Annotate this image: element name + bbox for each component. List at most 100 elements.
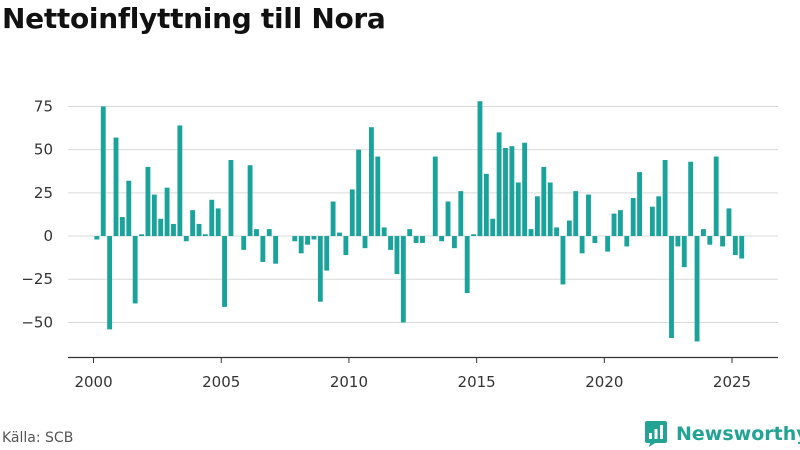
bar — [605, 236, 611, 252]
x-tick-label: 2025 — [713, 373, 751, 391]
bar — [400, 236, 406, 323]
x-tick-label: 2000 — [74, 373, 112, 391]
bar — [420, 236, 425, 243]
bar — [630, 198, 636, 237]
bar — [560, 236, 566, 285]
bar — [720, 236, 726, 247]
bar — [675, 236, 681, 247]
y-tick-label: 0 — [43, 227, 53, 245]
bar — [375, 156, 381, 237]
bar — [458, 191, 464, 237]
bar — [522, 142, 528, 237]
bar — [579, 236, 585, 254]
bar — [356, 149, 362, 237]
bar — [132, 236, 138, 304]
bar — [126, 180, 132, 237]
bar — [362, 236, 368, 249]
bar — [292, 236, 298, 242]
bar — [151, 194, 157, 237]
bar — [183, 236, 189, 242]
bar — [707, 236, 713, 245]
bar — [209, 199, 215, 237]
bar — [171, 223, 176, 237]
bar — [139, 234, 144, 237]
bar — [107, 236, 113, 330]
brand-name: Newsworthy — [676, 423, 800, 445]
bar — [547, 182, 553, 237]
bar — [388, 236, 393, 250]
bar — [490, 218, 496, 237]
bar — [324, 236, 330, 271]
bar — [483, 173, 489, 237]
bar — [202, 234, 208, 237]
bar — [528, 229, 534, 237]
bar — [381, 227, 387, 237]
bar — [732, 236, 738, 256]
bar — [394, 236, 400, 275]
y-tick-label: 75 — [34, 97, 53, 115]
bar — [637, 172, 643, 237]
bar — [330, 201, 336, 237]
bar — [247, 165, 253, 237]
bar — [554, 227, 559, 237]
x-tick-label: 2010 — [330, 373, 368, 391]
bar — [298, 236, 304, 254]
bar — [681, 236, 687, 268]
bar — [503, 147, 508, 237]
bar — [445, 201, 451, 237]
y-tick-label: 25 — [34, 184, 53, 202]
bar — [241, 236, 247, 250]
bar-chart: −50 −25 0 25 50 75 2000 2005 2010 2015 2020 2025 — [21, 97, 778, 391]
bar — [305, 236, 310, 245]
bar — [471, 234, 476, 237]
bar — [177, 125, 183, 237]
bar — [432, 156, 438, 237]
bar — [477, 101, 483, 237]
bar — [337, 232, 342, 237]
bar — [669, 236, 674, 338]
bar — [413, 236, 419, 243]
bar — [439, 236, 445, 242]
bar — [215, 208, 221, 237]
y-tick-label: 50 — [34, 141, 53, 159]
x-tick-label: 2015 — [458, 373, 496, 391]
bar — [311, 236, 317, 240]
bar — [158, 218, 164, 237]
bar — [509, 146, 515, 237]
bar — [662, 160, 668, 237]
bar — [196, 223, 202, 237]
bar — [222, 236, 227, 307]
bar — [464, 236, 470, 294]
bar — [349, 189, 355, 237]
bar — [317, 236, 323, 302]
x-tick-label: 2020 — [585, 373, 623, 391]
bar — [119, 217, 125, 237]
bar — [541, 166, 547, 237]
bar — [407, 229, 413, 237]
bar — [713, 156, 719, 237]
newsworthy-logo-icon — [645, 421, 667, 447]
bar — [515, 182, 521, 237]
chart-title: Nettoinflyttning till Nora — [2, 2, 386, 35]
y-tick-label: −50 — [21, 313, 53, 331]
newsworthy-brand[interactable]: Newsworthy — [644, 420, 800, 448]
bar — [164, 187, 170, 237]
bar — [566, 220, 572, 237]
bar — [739, 236, 745, 259]
bar — [649, 206, 655, 237]
bar — [451, 236, 457, 249]
bar — [94, 236, 100, 240]
x-axis: 2000 2005 2010 2015 2020 2025 — [68, 356, 778, 391]
bar — [368, 127, 374, 237]
bar — [624, 236, 630, 247]
bar — [688, 161, 694, 237]
y-tick-labels: −50 −25 0 25 50 75 — [21, 97, 53, 331]
bar — [617, 210, 623, 237]
source-label: Källa: SCB — [2, 430, 74, 446]
bar — [145, 166, 151, 237]
y-tick-label: −25 — [21, 270, 53, 288]
bar — [113, 137, 119, 237]
bar — [573, 191, 579, 237]
bar — [260, 236, 266, 262]
bar — [273, 236, 279, 264]
